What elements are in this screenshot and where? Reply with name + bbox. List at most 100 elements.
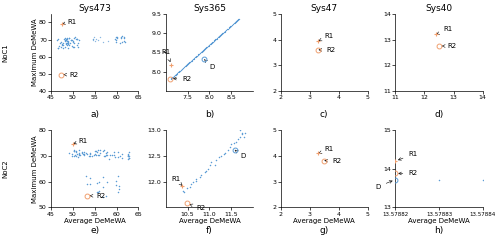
Point	[202, 169, 210, 173]
Point	[62, 37, 70, 41]
Point	[103, 180, 111, 184]
Point	[112, 35, 120, 39]
Point	[202, 45, 210, 49]
Point	[117, 35, 125, 39]
Point	[178, 68, 186, 71]
Point	[70, 154, 78, 158]
Point	[86, 182, 94, 186]
Point	[204, 44, 212, 48]
Point	[228, 23, 235, 27]
Point	[435, 178, 443, 182]
Point	[102, 195, 110, 198]
Point	[80, 150, 88, 154]
Point	[67, 38, 75, 42]
Point	[104, 150, 112, 153]
Text: h): h)	[434, 226, 444, 235]
Point	[222, 151, 230, 155]
Point	[111, 155, 119, 159]
Point	[238, 131, 246, 135]
Point	[95, 181, 103, 184]
Point	[112, 38, 120, 42]
Point	[184, 62, 192, 66]
Point	[98, 185, 106, 189]
Point	[196, 51, 204, 55]
Point	[92, 39, 100, 43]
Point	[63, 37, 71, 41]
Point	[118, 156, 126, 160]
Point	[64, 41, 72, 45]
Point	[69, 45, 77, 49]
Point	[95, 189, 103, 193]
Text: R1: R1	[74, 138, 88, 144]
Point	[95, 153, 103, 157]
Point	[225, 26, 233, 30]
Point	[120, 36, 128, 39]
Point	[186, 60, 194, 64]
Point	[118, 40, 126, 44]
Text: R2: R2	[319, 47, 336, 53]
Point	[184, 62, 192, 66]
Point	[218, 31, 226, 35]
Point	[184, 61, 192, 65]
Point	[85, 154, 93, 158]
Point	[70, 149, 78, 153]
Point	[236, 135, 244, 139]
Point	[100, 40, 108, 44]
Point	[114, 174, 122, 178]
Point	[198, 49, 206, 53]
Point	[98, 195, 106, 199]
Point	[116, 36, 124, 39]
Point	[200, 47, 208, 51]
Text: R1: R1	[172, 176, 182, 185]
Point	[64, 40, 72, 44]
Point	[100, 154, 108, 158]
Point	[216, 154, 224, 158]
Point	[224, 27, 232, 31]
Point	[192, 179, 200, 183]
Point	[173, 72, 181, 76]
Point	[78, 150, 86, 154]
Point	[197, 174, 205, 177]
Point	[104, 39, 112, 43]
Point	[191, 55, 199, 59]
Point	[56, 44, 64, 48]
Point	[177, 68, 185, 72]
X-axis label: Average DeMeWA: Average DeMeWA	[178, 218, 240, 224]
Point	[88, 37, 96, 41]
Point	[226, 145, 234, 149]
Point	[80, 153, 88, 157]
Point	[198, 50, 205, 54]
Point	[176, 69, 184, 73]
Point	[210, 39, 218, 43]
Point	[178, 67, 186, 71]
Point	[217, 33, 225, 37]
Point	[170, 74, 177, 78]
Point	[180, 64, 188, 68]
Point	[215, 156, 223, 159]
Point	[89, 37, 97, 40]
Point	[84, 182, 92, 186]
Point	[70, 39, 78, 43]
Point	[62, 42, 70, 46]
Y-axis label: Maximum DeMeWA: Maximum DeMeWA	[32, 19, 38, 86]
Point	[224, 26, 232, 30]
Point	[232, 20, 239, 24]
Point	[100, 148, 108, 152]
Point	[218, 32, 226, 36]
Text: D: D	[204, 60, 214, 70]
Point	[210, 38, 218, 42]
Point	[122, 40, 130, 44]
Point	[216, 33, 224, 37]
Text: f): f)	[206, 226, 213, 235]
Point	[180, 190, 188, 194]
Point	[71, 36, 79, 39]
Point	[125, 150, 133, 154]
Point	[178, 67, 186, 71]
Point	[190, 57, 198, 60]
Point	[70, 149, 78, 153]
Point	[210, 39, 218, 43]
Point	[196, 52, 203, 56]
Point	[93, 190, 101, 194]
Point	[188, 182, 196, 186]
Point	[90, 35, 98, 39]
